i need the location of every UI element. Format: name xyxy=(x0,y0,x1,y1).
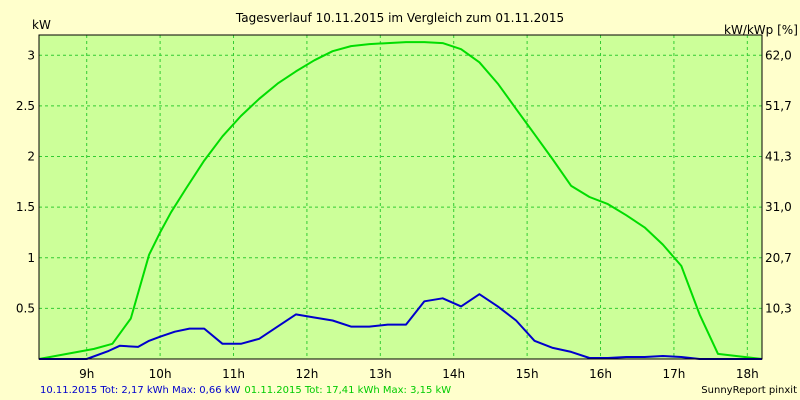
y-tick-right-0: 10,3 xyxy=(765,301,792,315)
plot-area xyxy=(39,35,762,359)
y-tick-right-4: 51,7 xyxy=(765,99,792,113)
series-line-10.11.2015 xyxy=(39,293,762,360)
grid xyxy=(39,35,762,359)
y-tick-right-3: 41,3 xyxy=(765,150,792,164)
x-tick-13h: 13h xyxy=(369,367,392,381)
series-line-01.11.2015 xyxy=(38,41,763,360)
y-tick-left-0: 0.5 xyxy=(16,301,35,315)
chart-title: Tagesverlauf 10.11.2015 im Vergleich zum… xyxy=(235,11,564,25)
footer-credit: SunnyReport pinxit xyxy=(701,385,797,396)
footer-green-summary: 01.11.2015 Tot: 17,41 kWh Max: 3,15 kW xyxy=(244,385,451,396)
x-tick-9h: 9h xyxy=(79,367,94,381)
left-axis-label: kW xyxy=(32,18,51,32)
footer-blue-summary: 10.11.2015 Tot: 2,17 kWh Max: 0,66 kW xyxy=(40,385,241,396)
footer-left: 10.11.2015 Tot: 2,17 kWh Max: 0,66 kW 01.… xyxy=(40,385,451,396)
x-tick-11h: 11h xyxy=(222,367,245,381)
plot-frame xyxy=(38,34,763,360)
series-layer xyxy=(38,41,763,360)
y-tick-left-4: 2.5 xyxy=(16,99,35,113)
y-tick-left-5: 3 xyxy=(27,48,35,62)
x-tick-15h: 15h xyxy=(516,367,539,381)
y-tick-left-1: 1 xyxy=(27,251,35,265)
y-tick-right-5: 62,0 xyxy=(765,48,792,62)
x-tick-18h: 18h xyxy=(736,367,759,381)
x-tick-17h: 17h xyxy=(662,367,685,381)
y-tick-left-2: 1.5 xyxy=(16,200,35,214)
y-tick-left-3: 2 xyxy=(27,150,35,164)
x-tick-16h: 16h xyxy=(589,367,612,381)
tick-labels: 9h 10h 11h 12h 13h 14h 15h 16h 17h 18h 0.5 10,3 1 20,… xyxy=(16,48,792,381)
right-axis-label: kW/kWp [%] xyxy=(724,23,798,37)
y-tick-right-1: 20,7 xyxy=(765,251,792,265)
x-tick-10h: 10h xyxy=(149,367,172,381)
x-tick-12h: 12h xyxy=(295,367,318,381)
x-tick-14h: 14h xyxy=(442,367,465,381)
y-tick-right-2: 31,0 xyxy=(765,200,792,214)
